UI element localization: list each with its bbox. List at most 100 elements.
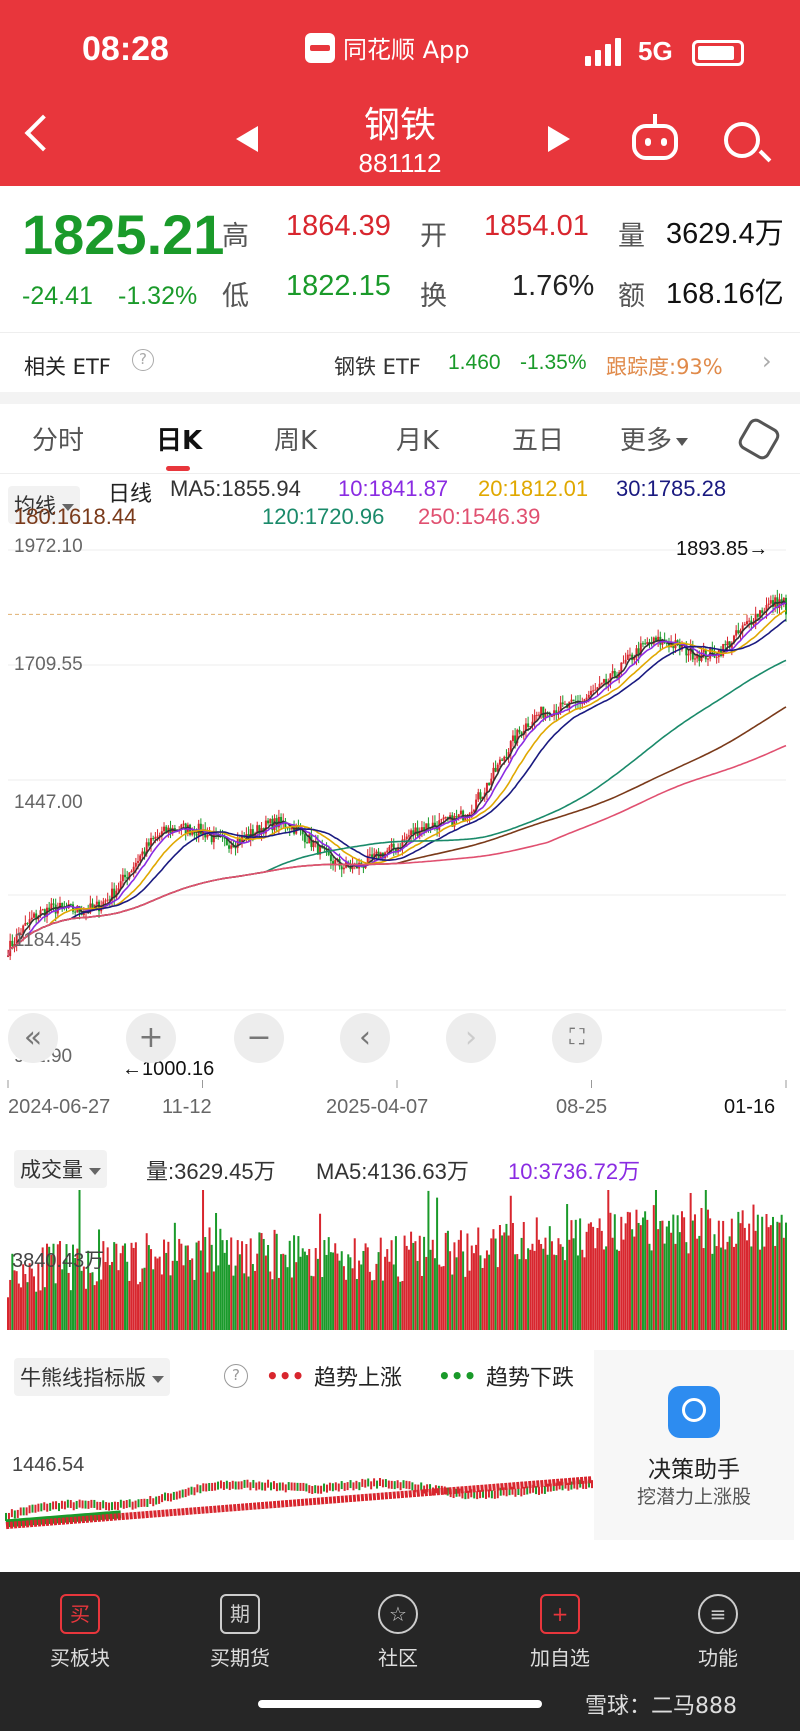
zoom-in-icon[interactable]: +: [126, 1013, 176, 1063]
volume-bar: [290, 1277, 293, 1330]
nav-label: 加自选: [530, 1646, 590, 1670]
candle-body: [35, 913, 38, 920]
volume-bar: [282, 1253, 285, 1330]
home-indicator[interactable]: [258, 1700, 542, 1708]
candle-body: [678, 642, 681, 650]
volume-bar: [654, 1190, 657, 1330]
bullbear-candle: [399, 1482, 402, 1491]
candle-body: [459, 810, 462, 815]
settings-icon[interactable]: [735, 415, 783, 463]
candle-body: [646, 641, 649, 645]
dropdown-icon: [152, 1375, 164, 1383]
candle-body: [520, 732, 523, 735]
volume-chart[interactable]: [0, 1190, 800, 1340]
volume-bar: [719, 1247, 722, 1330]
candle-body: [388, 846, 391, 851]
tab-daily-k[interactable]: 日K: [156, 420, 202, 471]
candle-body: [778, 599, 781, 609]
candle-body: [137, 861, 140, 863]
volume-bar: [522, 1221, 525, 1330]
bullbear-candle: [99, 1501, 102, 1510]
candle-body: [180, 824, 183, 830]
candle-body: [256, 825, 259, 834]
candle-body: [756, 613, 759, 617]
nav-buy-sector[interactable]: 买买板块: [20, 1572, 140, 1671]
nav-add-watchlist[interactable]: + 加自选: [500, 1572, 620, 1671]
candle-body: [455, 816, 458, 818]
robot-icon[interactable]: [632, 114, 678, 160]
tab-fenshi[interactable]: 分时: [32, 426, 85, 456]
volume-selector[interactable]: 成交量: [14, 1150, 107, 1188]
volume-bar: [197, 1240, 200, 1330]
trend-up-label: 趋势上涨: [314, 1366, 403, 1391]
nav-buy-futures[interactable]: 期买期货: [180, 1572, 300, 1671]
tab-weekly-k[interactable]: 周K: [274, 426, 318, 456]
tab-five-day[interactable]: 五日: [512, 426, 565, 456]
decision-assistant[interactable]: 决策助手 挖潜力上涨股: [594, 1350, 794, 1540]
futures-icon: 期: [220, 1594, 260, 1634]
nav-community[interactable]: ☆ 社区: [338, 1572, 458, 1671]
scroll-left-icon[interactable]: ‹: [340, 1013, 390, 1063]
bullbear-candle: [184, 1489, 187, 1498]
candle-body: [600, 682, 603, 684]
stock-title: 钢铁: [363, 105, 436, 146]
volume-bar: [709, 1218, 712, 1330]
volume-bar: [303, 1251, 306, 1330]
candle-body: [375, 851, 378, 854]
help-icon[interactable]: ?: [224, 1364, 248, 1388]
volume-bar: [137, 1284, 140, 1330]
volume-bar: [752, 1204, 755, 1330]
candle-body: [685, 644, 688, 656]
candle-body: [444, 817, 447, 819]
candle-body: [349, 866, 352, 870]
prev-stock-icon[interactable]: [236, 126, 258, 152]
nav-label: 社区: [378, 1646, 418, 1670]
candle-body: [332, 861, 335, 865]
zoom-out-icon[interactable]: −: [234, 1013, 284, 1063]
volume-bar: [48, 1246, 51, 1330]
volume-bar: [134, 1242, 137, 1330]
volume-bar: [553, 1254, 556, 1330]
candle-body: [30, 917, 33, 920]
bullbear-candle: [96, 1501, 99, 1510]
candle-body: [529, 726, 532, 728]
bullbear-candle: [352, 1482, 355, 1491]
next-stock-icon[interactable]: [548, 126, 570, 152]
nav-functions[interactable]: ≡ 功能: [658, 1572, 778, 1671]
volume-bar: [312, 1276, 315, 1330]
ma250-value: 250:1546.39: [418, 504, 541, 529]
bullbear-candle: [272, 1481, 275, 1490]
ma10-value: 10:1841.87: [338, 476, 449, 501]
help-icon[interactable]: ?: [132, 349, 154, 371]
bullbear-candle: [511, 1486, 514, 1495]
app-logo-icon: [305, 32, 335, 63]
bullbear-candle: [467, 1490, 470, 1499]
volume-bar: [169, 1275, 172, 1330]
fullscreen-icon[interactable]: ⛶: [552, 1013, 602, 1063]
scroll-right-icon[interactable]: ›: [446, 1013, 496, 1063]
bullbear-candle: [205, 1483, 208, 1492]
tab-monthly-k[interactable]: 月K: [396, 426, 440, 456]
search-icon[interactable]: [724, 122, 760, 158]
candle-body: [171, 828, 174, 834]
bullbear-candle: [567, 1482, 570, 1491]
bullbear-candle: [408, 1481, 411, 1490]
tab-more[interactable]: 更多: [620, 420, 689, 457]
bullbear-selector[interactable]: 牛熊线指标版: [14, 1358, 170, 1396]
rewind-icon[interactable]: «: [8, 1013, 58, 1063]
volume-bar: [470, 1245, 473, 1330]
candle-body: [496, 764, 499, 772]
ma-selector[interactable]: 均线: [8, 486, 80, 524]
etf-row[interactable]: 相关 ETF ? 钢铁 ETF 1.460 -1.35% 跟踪度:93% ›: [0, 332, 800, 392]
ma30-value: 30:1785.28: [616, 476, 727, 501]
candle-body: [628, 654, 631, 656]
volume-bar: [141, 1268, 144, 1330]
bullbear-candle: [411, 1482, 414, 1491]
chevron-right-icon[interactable]: ›: [762, 347, 772, 375]
kline-chart[interactable]: [0, 530, 800, 1090]
volume-bar: [247, 1276, 250, 1330]
bullbear-chart[interactable]: [0, 1400, 600, 1550]
candle-body: [329, 854, 332, 862]
volume-bar: [329, 1252, 332, 1330]
volume-bar: [459, 1230, 462, 1330]
